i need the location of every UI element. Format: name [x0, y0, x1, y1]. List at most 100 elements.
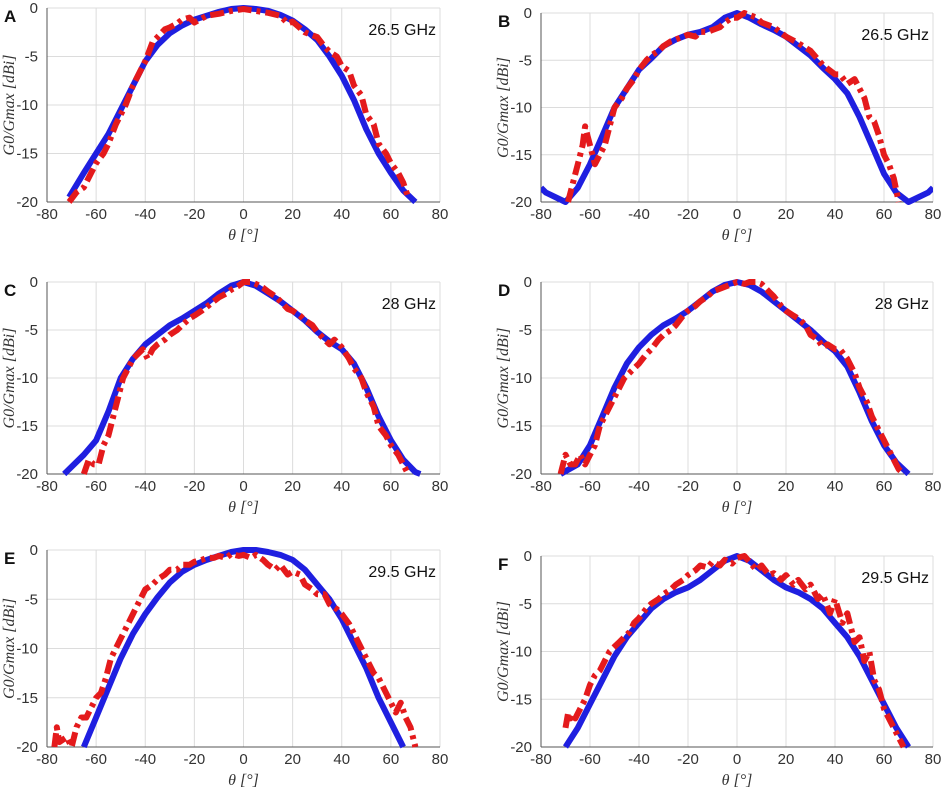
panel-e-ytick-label: -15 — [16, 690, 38, 707]
panel-c-label: C — [4, 281, 16, 300]
panel-f-xtick-label: 0 — [733, 751, 741, 768]
panel-c-xtick-label: -20 — [184, 478, 206, 495]
panel-c-ytick-label: -20 — [16, 466, 38, 483]
panel-f-xtick-label: -40 — [628, 751, 650, 768]
panel-e-frequency-label: 29.5 GHz — [368, 564, 436, 581]
panel-f-ytick-label: -5 — [519, 596, 532, 613]
panel-f-x-axis-label: θ [°] — [722, 772, 753, 789]
panel-f-measured-line — [562, 553, 907, 749]
panel-c-frequency-label: 28 GHz — [382, 296, 436, 313]
panel-c-xtick-label: -60 — [85, 478, 107, 495]
panel-e-xtick-label: -40 — [134, 751, 156, 768]
panel-a-x-axis-label: θ [°] — [228, 227, 259, 244]
panel-a-xtick-label: 60 — [383, 206, 400, 223]
panel-a-y-axis-label: G0/Gmax [dBi] — [1, 55, 18, 156]
panel-e-x-axis-label: θ [°] — [228, 772, 259, 789]
panel-c-xtick-label: 40 — [333, 478, 350, 495]
panel-d-xtick-label: 20 — [778, 478, 795, 495]
panel-a-ytick-label: -15 — [16, 146, 38, 163]
panel-b-frequency-label: 26.5 GHz — [861, 27, 929, 44]
panel-b-ytick-label: -20 — [510, 194, 532, 211]
panel-c-xtick-label: 20 — [284, 478, 301, 495]
panel-d-xtick-label: 0 — [733, 478, 741, 495]
panel-c-xtick-label: 60 — [383, 478, 400, 495]
panel-b-xtick-label: 40 — [827, 206, 844, 223]
panel-f-series — [562, 553, 912, 749]
panel-d-x-axis-label: θ [°] — [722, 499, 753, 516]
panel-c-ytick-label: -10 — [16, 370, 38, 387]
panel-c-series — [62, 279, 422, 477]
panel-d-y-axis-label: G0/Gmax [dBi] — [495, 328, 512, 429]
panel-a-xtick-label: 20 — [284, 206, 301, 223]
panel-d-ytick-label: -10 — [510, 370, 532, 387]
panel-b-x-axis-label: θ [°] — [722, 227, 753, 244]
panel-a-ytick-label: -20 — [16, 194, 38, 211]
panel-f-label: F — [498, 555, 508, 574]
panel-c-ytick-label: 0 — [30, 274, 38, 291]
panel-e-ytick-label: -5 — [25, 591, 38, 608]
panel-b-xtick-label: 0 — [733, 206, 741, 223]
panel-a-measured-line — [66, 6, 411, 204]
panel-c-xtick-label: 0 — [239, 478, 247, 495]
panel-b-label: B — [498, 12, 510, 31]
panel-f-ytick-label: -10 — [510, 644, 532, 661]
panel-e-xtick-label: 60 — [383, 751, 400, 768]
panel-e-ytick-label: -10 — [16, 641, 38, 658]
panel-d-label: D — [498, 281, 510, 300]
panel-f: -80 -60 -40 -20 0 20 40 60 80 0 -5 -10 -15 -20 F 29.5 G… — [495, 548, 941, 789]
panel-e-xtick-label: 40 — [333, 751, 350, 768]
panel-b-simulated-line — [541, 10, 933, 205]
panel-c-ytick-label: -5 — [25, 322, 38, 339]
panel-e-y-axis-label: G0/Gmax [dBi] — [1, 598, 18, 699]
panel-b-y-axis-label: G0/Gmax [dBi] — [495, 57, 512, 158]
panel-f-y-axis-label: G0/Gmax [dBi] — [495, 601, 512, 702]
panel-d-ytick-label: -5 — [519, 322, 532, 339]
panel-b-xtick-label: 60 — [876, 206, 893, 223]
panel-a-frequency-label: 26.5 GHz — [368, 22, 436, 39]
panel-a-xtick-label: -60 — [85, 206, 107, 223]
panel-e-simulated-line — [81, 547, 406, 749]
panel-f-ytick-label: -20 — [510, 739, 532, 756]
panel-c-xtick-label: -80 — [36, 478, 58, 495]
panel-e-ytick-label: 0 — [30, 542, 38, 559]
panel-e-xtick-label: -60 — [85, 751, 107, 768]
panel-e-xtick-label: -20 — [184, 751, 206, 768]
panel-e-xtick-label: 80 — [432, 751, 449, 768]
panel-e-ytick-label: -20 — [16, 739, 38, 756]
panel-e: -80 -60 -40 -20 0 20 40 60 80 0 -5 -10 -15 -20 E 29.5 G… — [1, 542, 448, 789]
panel-c-xtick-label: 80 — [432, 478, 449, 495]
panel-e-xtick-label: -80 — [36, 751, 58, 768]
panel-a-xtick-label: 80 — [432, 206, 449, 223]
panel-d-frequency-label: 28 GHz — [875, 296, 929, 313]
panel-f-ytick-label: -15 — [510, 691, 532, 708]
panel-b-xtick-label: 20 — [778, 206, 795, 223]
panel-b-xtick-label: -40 — [628, 206, 650, 223]
panel-f-xtick-label: 40 — [827, 751, 844, 768]
panel-f-frequency-label: 29.5 GHz — [861, 570, 929, 587]
panel-d-ytick-label: -20 — [510, 466, 532, 483]
panel-b-measured-line — [565, 10, 902, 203]
panel-c: -80 -60 -40 -20 0 20 40 60 80 0 -5 -10 -15 -20 C 28 GHz… — [1, 274, 448, 516]
panel-c-xtick-label: -40 — [134, 478, 156, 495]
panel-a-xtick-label: 0 — [239, 206, 247, 223]
panel-f-xtick-label: 20 — [778, 751, 795, 768]
panel-d-xtick-label: 80 — [925, 478, 942, 495]
panel-f-xtick-label: 80 — [925, 751, 942, 768]
panel-b-ytick-label: -10 — [510, 100, 532, 117]
panel-b-xtick-label: 80 — [925, 206, 942, 223]
panel-d-xtick-label: -80 — [530, 478, 552, 495]
panel-b-xtick-label: -60 — [579, 206, 601, 223]
panel-f-xtick-label: -80 — [530, 751, 552, 768]
panel-d-ytick-label: -15 — [510, 418, 532, 435]
panel-d-xtick-label: -60 — [579, 478, 601, 495]
panel-b-xtick-label: -20 — [677, 206, 699, 223]
panel-a-xtick-label: -20 — [184, 206, 206, 223]
panel-d-series — [557, 279, 911, 477]
panel-d-xtick-label: 40 — [827, 478, 844, 495]
panel-d-xtick-label: -20 — [677, 478, 699, 495]
panel-d-ytick-label: 0 — [524, 274, 532, 291]
panel-d-measured-line — [557, 279, 906, 477]
panel-c-ytick-label: -15 — [16, 418, 38, 435]
panel-e-label: E — [4, 549, 15, 568]
panel-f-ytick-label: 0 — [524, 548, 532, 565]
